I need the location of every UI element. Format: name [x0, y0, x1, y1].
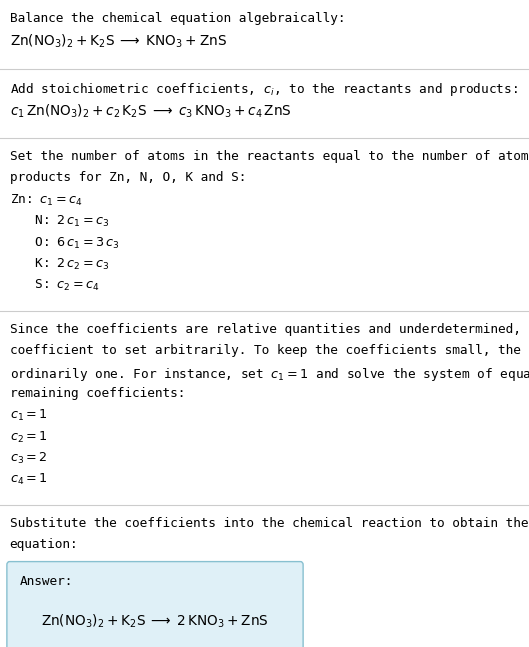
Text: remaining coefficients:: remaining coefficients: — [10, 387, 185, 400]
Text: Zn:$\;\;c_1 = c_4$: Zn:$\;\;c_1 = c_4$ — [10, 193, 83, 208]
Text: N:$\;\;2\,c_1 = c_3$: N:$\;\;2\,c_1 = c_3$ — [19, 214, 110, 229]
FancyBboxPatch shape — [7, 562, 303, 647]
Text: Substitute the coefficients into the chemical reaction to obtain the balanced: Substitute the coefficients into the che… — [10, 517, 529, 530]
Text: Answer:: Answer: — [20, 575, 74, 587]
Text: $c_4 = 1$: $c_4 = 1$ — [10, 472, 47, 487]
Text: $c_2 = 1$: $c_2 = 1$ — [10, 430, 47, 444]
Text: $\mathrm{Zn(NO_3)_2 + K_2S \;\longrightarrow\; 2\,KNO_3 + ZnS}$: $\mathrm{Zn(NO_3)_2 + K_2S \;\longrighta… — [41, 613, 269, 630]
Text: equation:: equation: — [10, 538, 78, 551]
Text: Add stoichiometric coefficients, $c_i$, to the reactants and products:: Add stoichiometric coefficients, $c_i$, … — [10, 81, 517, 98]
Text: Set the number of atoms in the reactants equal to the number of atoms in the: Set the number of atoms in the reactants… — [10, 150, 529, 163]
Text: S:$\;\;c_2 = c_4$: S:$\;\;c_2 = c_4$ — [19, 278, 99, 293]
Text: Balance the chemical equation algebraically:: Balance the chemical equation algebraica… — [10, 12, 345, 25]
Text: Since the coefficients are relative quantities and underdetermined, choose a: Since the coefficients are relative quan… — [10, 323, 529, 336]
Text: O:$\;\;6\,c_1 = 3\,c_3$: O:$\;\;6\,c_1 = 3\,c_3$ — [19, 236, 120, 250]
Text: $c_1 = 1$: $c_1 = 1$ — [10, 408, 47, 423]
Text: coefficient to set arbitrarily. To keep the coefficients small, the arbitrary va: coefficient to set arbitrarily. To keep … — [10, 344, 529, 357]
Text: ordinarily one. For instance, set $c_1 = 1$ and solve the system of equations fo: ordinarily one. For instance, set $c_1 =… — [10, 366, 529, 382]
Text: products for Zn, N, O, K and S:: products for Zn, N, O, K and S: — [10, 171, 246, 184]
Text: K:$\;\;2\,c_2 = c_3$: K:$\;\;2\,c_2 = c_3$ — [19, 257, 110, 272]
Text: $c_1\,\mathrm{Zn(NO_3)_2} + c_2\,\mathrm{K_2S} \;\longrightarrow\; c_3\,\mathrm{: $c_1\,\mathrm{Zn(NO_3)_2} + c_2\,\mathrm… — [10, 102, 291, 120]
Text: $\mathrm{Zn(NO_3)_2 + K_2S \;\longrightarrow\; KNO_3 + ZnS}$: $\mathrm{Zn(NO_3)_2 + K_2S \;\longrighta… — [10, 33, 226, 50]
Text: $c_3 = 2$: $c_3 = 2$ — [10, 451, 47, 466]
